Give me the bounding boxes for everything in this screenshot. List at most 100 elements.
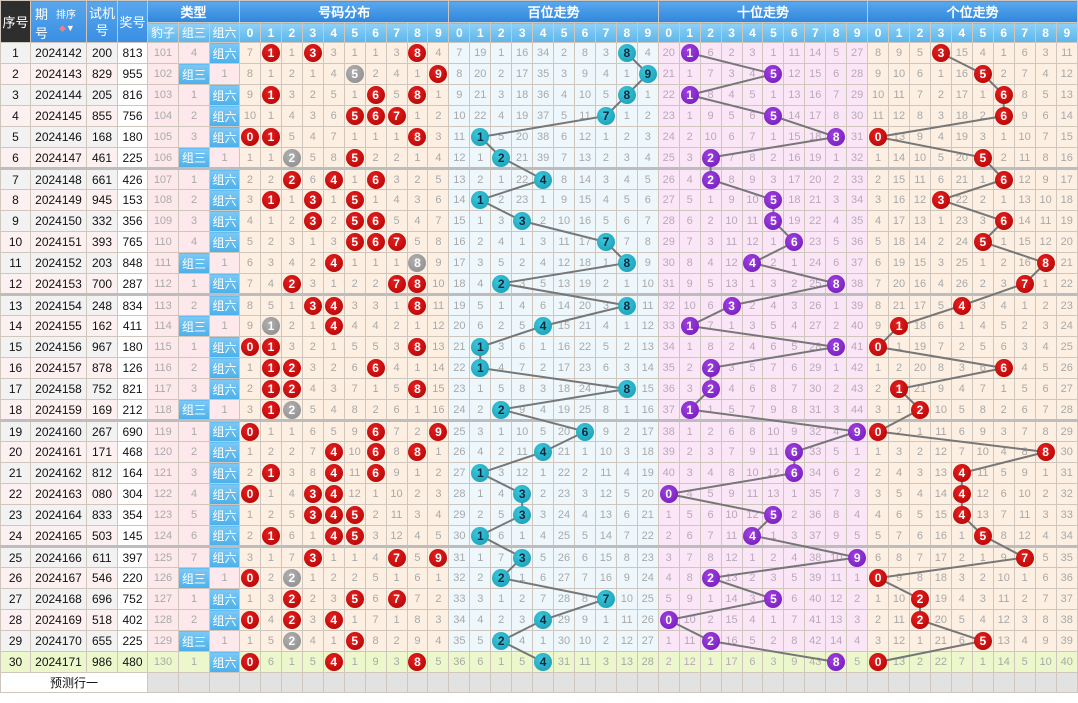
unit-omission-cell: 10 bbox=[909, 147, 931, 169]
prediction-cell[interactable] bbox=[804, 672, 827, 693]
hund-omission-cell: 6 bbox=[469, 315, 492, 337]
prediction-cell[interactable] bbox=[1013, 672, 1036, 693]
unit-omission-cell: 6 bbox=[909, 63, 931, 85]
unit-omission-cell: 1 bbox=[992, 231, 1015, 253]
hund-omission-cell: 1 bbox=[532, 336, 555, 358]
unit-ball: 6 bbox=[994, 212, 1013, 230]
dist-hit-cell: 1 bbox=[259, 462, 282, 484]
prediction-cell[interactable] bbox=[343, 672, 366, 693]
prediction-cell[interactable] bbox=[741, 672, 764, 693]
ten-omission-cell: 33 bbox=[846, 167, 869, 190]
unit-omission-cell: 6 bbox=[950, 419, 973, 442]
ten-ball: 6 bbox=[785, 233, 804, 251]
prediction-cell[interactable] bbox=[364, 672, 387, 693]
prediction-cell[interactable] bbox=[147, 672, 179, 693]
prediction-cell[interactable] bbox=[469, 672, 492, 693]
prediction-cell[interactable] bbox=[846, 672, 869, 693]
hund-omission-cell: 5 bbox=[490, 126, 513, 148]
ten-omission-cell: 2 bbox=[678, 441, 701, 463]
prediction-cell[interactable] bbox=[553, 672, 576, 693]
prediction-cell[interactable] bbox=[615, 672, 638, 693]
unit-omission-cell: 13 bbox=[909, 210, 931, 232]
ten-ball: 3 bbox=[722, 297, 741, 315]
hund-omission-cell: 29 bbox=[553, 609, 576, 631]
prediction-cell[interactable] bbox=[511, 672, 534, 693]
prediction-cell[interactable] bbox=[427, 672, 450, 693]
prediction-cell[interactable] bbox=[208, 672, 241, 693]
prediction-cell[interactable] bbox=[929, 672, 952, 693]
prediction-cell[interactable] bbox=[971, 672, 994, 693]
ten-omission-cell: 40 bbox=[657, 462, 680, 484]
prediction-cell[interactable] bbox=[888, 672, 911, 693]
ten-omission-cell: 2 bbox=[783, 273, 806, 295]
baozi-cell: 127 bbox=[147, 588, 179, 610]
sort-arrows-icon[interactable]: ◆▼ bbox=[59, 23, 75, 33]
prediction-cell[interactable] bbox=[178, 672, 210, 693]
prediction-cell[interactable] bbox=[259, 672, 282, 693]
ten-omission-cell: 12 bbox=[825, 588, 848, 610]
prediction-cell[interactable] bbox=[322, 672, 345, 693]
table-row: 23 2024164 833 354 123 5 组六 1 2 5 3 4 5 2 11 3 4 29 2 5 3 3 24… bbox=[0, 504, 1078, 526]
hund-hit-cell: 3 bbox=[511, 210, 534, 232]
dist-omission-cell: 1 bbox=[259, 545, 282, 568]
ten-omission-cell: 40 bbox=[846, 315, 869, 337]
hund-omission-cell: 19 bbox=[511, 105, 534, 127]
prediction-cell[interactable] bbox=[301, 672, 324, 693]
prediction-cell[interactable] bbox=[657, 672, 680, 693]
hund-omission-cell: 20 bbox=[574, 293, 596, 316]
hund-omission-cell: 4 bbox=[636, 147, 659, 169]
ten-omission-cell: 31 bbox=[846, 126, 869, 148]
dist-hit-cell: 9 bbox=[427, 63, 450, 85]
prediction-cell[interactable] bbox=[239, 672, 261, 693]
prediction-cell[interactable] bbox=[1055, 672, 1078, 693]
unit-omission-cell: 2 bbox=[1034, 483, 1057, 505]
hund-omission-cell: 17 bbox=[574, 231, 596, 253]
unit-hit-cell: 5 bbox=[971, 147, 994, 169]
unit-omission-cell: 8 bbox=[909, 567, 931, 589]
hund-omission-cell: 4 bbox=[469, 609, 492, 631]
seq-cell: 13 bbox=[0, 293, 31, 316]
dist-omission-cell: 4 bbox=[385, 189, 408, 211]
zuliu-cell: 组六 bbox=[208, 483, 241, 505]
ten-omission-cell: 6 bbox=[699, 293, 722, 316]
prediction-cell[interactable] bbox=[992, 672, 1015, 693]
zuliu-cell: 1 bbox=[208, 147, 241, 169]
prediction-cell[interactable] bbox=[950, 672, 973, 693]
prediction-cell[interactable] bbox=[594, 672, 617, 693]
zuliu-cell: 1 bbox=[208, 315, 241, 337]
prediction-cell[interactable] bbox=[490, 672, 513, 693]
period-header[interactable]: 期 号 排序 ◆▼ bbox=[30, 0, 87, 43]
ten-omission-cell: 12 bbox=[741, 504, 764, 526]
prediction-cell[interactable] bbox=[678, 672, 701, 693]
prediction-cell[interactable] bbox=[448, 672, 471, 693]
hund-hit-cell: 8 bbox=[615, 42, 638, 64]
unit-omission-cell: 2 bbox=[1013, 588, 1036, 610]
prediction-cell[interactable] bbox=[867, 672, 890, 693]
dist-ball: 2 bbox=[282, 632, 301, 650]
prediction-cell[interactable] bbox=[574, 672, 596, 693]
prediction-cell[interactable] bbox=[280, 672, 303, 693]
sort-label[interactable]: 排序 bbox=[56, 10, 76, 21]
prediction-cell[interactable] bbox=[720, 672, 743, 693]
prediction-cell[interactable] bbox=[406, 672, 429, 693]
prediction-cell[interactable] bbox=[762, 672, 785, 693]
period-cell: 2024145 bbox=[30, 105, 87, 127]
unit-omission-cell: 1 bbox=[867, 441, 890, 463]
zuliu-cell: 组六 bbox=[208, 357, 241, 379]
prediction-cell[interactable] bbox=[699, 672, 722, 693]
ten-omission-cell: 8 bbox=[678, 252, 701, 274]
prediction-cell[interactable] bbox=[532, 672, 555, 693]
prediction-cell[interactable] bbox=[1034, 672, 1057, 693]
prediction-cell[interactable] bbox=[783, 672, 806, 693]
prediction-cell[interactable] bbox=[385, 672, 408, 693]
hund-omission-cell: 1 bbox=[594, 126, 617, 148]
unit-omission-cell: 3 bbox=[929, 252, 952, 274]
hund-omission-cell: 2 bbox=[532, 357, 555, 379]
prediction-cell[interactable] bbox=[825, 672, 848, 693]
prediction-cell[interactable] bbox=[909, 672, 931, 693]
dist-omission-cell: 9 bbox=[385, 462, 408, 484]
dist-omission-cell: 5 bbox=[301, 147, 324, 169]
ten-omission-cell: 22 bbox=[804, 210, 827, 232]
hund-omission-cell: 2 bbox=[469, 231, 492, 253]
prediction-cell[interactable] bbox=[636, 672, 659, 693]
